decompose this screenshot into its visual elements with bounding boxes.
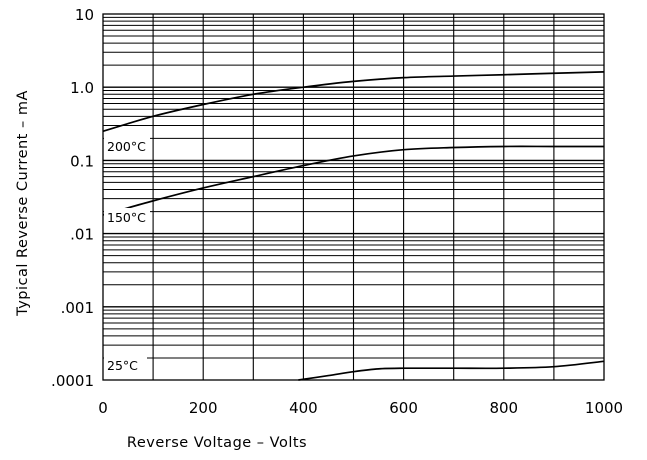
curve-25c: [298, 360, 605, 381]
curve-label-box: [104, 208, 150, 225]
y-tick-label: .001: [61, 299, 94, 317]
curve-150c: [102, 145, 604, 216]
x-tick-label: 1000: [585, 399, 623, 417]
curves: [102, 71, 605, 381]
curve-label-2: 25°C: [107, 358, 138, 373]
y-tick-label: .0001: [51, 372, 94, 390]
curve-label-0: 200°C: [107, 139, 146, 154]
y-axis-label: Typical Reverse Current – mA: [15, 90, 31, 317]
curve-200c: [102, 71, 605, 133]
curve-label-box: [104, 137, 150, 154]
curve-label-1: 150°C: [107, 210, 146, 225]
tick-labels: 0 200 400 600 800 1000 .0001 .001 .01 0.1 1.0 10: [51, 6, 623, 417]
curve-label-box: [104, 356, 147, 373]
y-tick-label: .01: [70, 226, 94, 244]
x-tick-label: 600: [389, 399, 418, 417]
x-tick-label: 200: [189, 399, 218, 417]
y-tick-label: 1.0: [70, 79, 94, 97]
x-tick-label: 400: [289, 399, 318, 417]
y-tick-label: 10: [75, 6, 94, 24]
grid: [103, 14, 604, 380]
x-tick-label: 800: [489, 399, 518, 417]
y-tick-label: 0.1: [70, 152, 94, 170]
plot-frame: [102, 13, 605, 381]
curve-labels: 200°C 150°C 25°C: [104, 137, 150, 373]
x-axis-label: Reverse Voltage – Volts: [127, 435, 307, 451]
x-tick-label: 0: [98, 399, 108, 417]
